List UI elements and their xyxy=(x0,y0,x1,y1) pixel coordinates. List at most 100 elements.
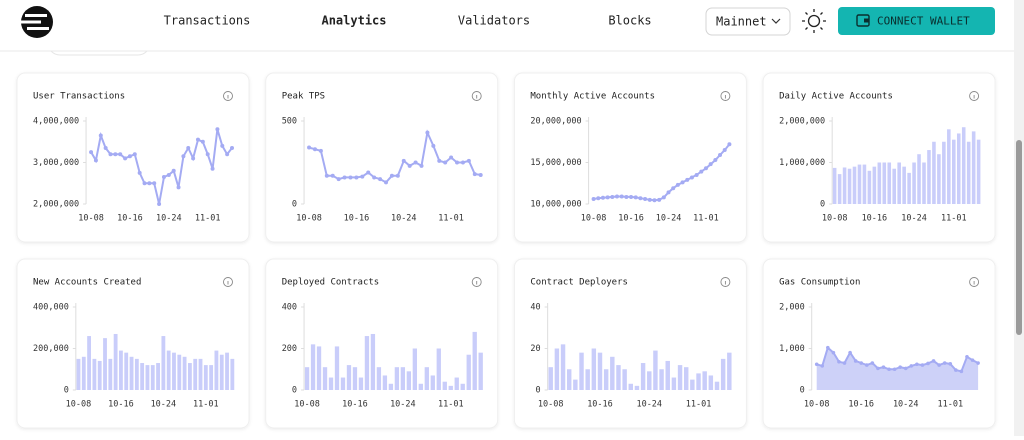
chart-card: User Transactions 2,000,000 3,000,000 4,000… xyxy=(16,72,250,243)
x-tick-label: 11-01 xyxy=(693,214,719,224)
bar xyxy=(177,354,182,390)
point xyxy=(643,197,648,202)
bar xyxy=(659,369,664,390)
point xyxy=(605,195,610,200)
bar xyxy=(193,358,198,390)
point xyxy=(413,160,418,165)
point xyxy=(814,362,819,367)
bar xyxy=(634,385,640,390)
info-icon[interactable] xyxy=(969,91,980,101)
point xyxy=(225,152,230,157)
scrollbar-thumb[interactable] xyxy=(1016,140,1022,335)
point xyxy=(324,173,329,178)
bar xyxy=(573,379,578,390)
chart-card: Peak TPS 0 500 10-08 10-16 10-24 11-01 xyxy=(265,72,499,243)
point xyxy=(591,197,596,202)
point xyxy=(395,173,400,178)
y-tick-label: 200,000 xyxy=(33,344,69,354)
x-tick-label: 10-08 xyxy=(581,214,607,224)
chart-card: Deployed Contracts 0 200 400 10-08 10-16 10-24… xyxy=(265,258,499,429)
info-icon[interactable] xyxy=(471,277,482,287)
point xyxy=(372,175,377,180)
point xyxy=(699,169,704,174)
card-bg xyxy=(16,72,250,243)
bar xyxy=(230,358,235,390)
bar xyxy=(150,365,155,390)
point xyxy=(366,170,371,175)
x-tick-label: 10-16 xyxy=(117,214,143,224)
x-tick-label: 10-16 xyxy=(848,400,874,410)
point xyxy=(680,180,685,185)
bar xyxy=(198,358,203,390)
point xyxy=(657,197,662,202)
point xyxy=(970,358,975,362)
point xyxy=(633,195,638,200)
point xyxy=(887,367,891,372)
point xyxy=(348,175,353,180)
point xyxy=(166,172,171,177)
bar xyxy=(852,166,857,204)
bar xyxy=(966,141,971,204)
point xyxy=(425,130,430,135)
x-tick-label: 10-08 xyxy=(294,400,320,410)
chart-title: New Accounts Created xyxy=(33,278,141,288)
point xyxy=(876,366,880,371)
bar xyxy=(560,344,566,390)
info-icon[interactable] xyxy=(969,277,980,287)
point xyxy=(842,361,847,365)
point xyxy=(401,158,406,163)
nav-item[interactable]: Analytics xyxy=(321,14,386,28)
info-circle xyxy=(969,277,980,287)
info-icon[interactable] xyxy=(223,91,233,101)
cards: User Transactions 2,000,000 3,000,000 4,000… xyxy=(16,72,996,429)
point xyxy=(942,361,947,365)
info-icon[interactable] xyxy=(471,91,482,101)
point xyxy=(685,177,690,182)
point xyxy=(191,156,196,161)
bar xyxy=(352,367,358,390)
chart-card: New Accounts Created 0 200,000 400,000 10-08… xyxy=(16,258,250,429)
bar xyxy=(316,346,322,390)
y-tick-label: 10,000,000 xyxy=(530,200,581,210)
bar xyxy=(424,367,429,390)
x-tick-label: 10-24 xyxy=(391,214,417,224)
bar xyxy=(92,358,97,390)
logo[interactable] xyxy=(21,6,53,38)
point xyxy=(596,196,601,201)
point xyxy=(661,195,666,200)
x-tick-label: 10-08 xyxy=(78,214,104,224)
nav-item[interactable]: Validators xyxy=(458,14,530,28)
point xyxy=(629,194,634,199)
x-tick-label: 10-08 xyxy=(538,400,564,410)
bar xyxy=(932,141,936,204)
y-tick-label: 0 xyxy=(292,200,297,210)
point xyxy=(837,359,841,364)
info-icon[interactable] xyxy=(720,277,731,287)
bar xyxy=(103,338,107,390)
connect-wallet-button[interactable]: CONNECT WALLET xyxy=(838,7,995,35)
bar xyxy=(579,352,584,390)
bar xyxy=(897,162,901,204)
point xyxy=(443,160,448,165)
x-tick-label: 10-24 xyxy=(656,214,682,224)
point xyxy=(137,170,142,175)
chart-title: Gas Consumption xyxy=(779,278,860,288)
point xyxy=(652,198,657,203)
theme-toggle[interactable] xyxy=(802,9,826,33)
bar xyxy=(942,141,946,204)
network-select[interactable]: Mainnet xyxy=(705,7,791,36)
y-tick-label: 0 xyxy=(800,386,805,396)
card-bg xyxy=(265,72,499,243)
info-icon[interactable] xyxy=(223,277,233,287)
info-icon[interactable] xyxy=(720,91,731,101)
point xyxy=(466,158,471,163)
bar xyxy=(877,162,882,204)
y-tick-label: 400 xyxy=(282,303,297,313)
nav-item[interactable]: Blocks xyxy=(608,14,651,28)
point xyxy=(898,365,902,369)
point xyxy=(903,366,908,371)
bar xyxy=(430,375,435,390)
point xyxy=(937,363,941,367)
bar xyxy=(912,162,916,204)
nav-item[interactable]: Transactions xyxy=(164,14,251,28)
